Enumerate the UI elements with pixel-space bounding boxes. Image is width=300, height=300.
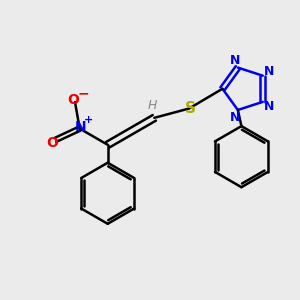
Text: −: − xyxy=(77,86,89,100)
Text: N: N xyxy=(264,64,274,77)
Text: N: N xyxy=(75,120,86,134)
Text: N: N xyxy=(230,111,241,124)
Text: N: N xyxy=(230,54,241,67)
Text: H: H xyxy=(148,99,157,112)
Text: S: S xyxy=(185,101,196,116)
Text: N: N xyxy=(264,100,274,113)
Text: +: + xyxy=(84,115,93,124)
Text: O: O xyxy=(67,93,79,107)
Text: O: O xyxy=(46,136,58,150)
